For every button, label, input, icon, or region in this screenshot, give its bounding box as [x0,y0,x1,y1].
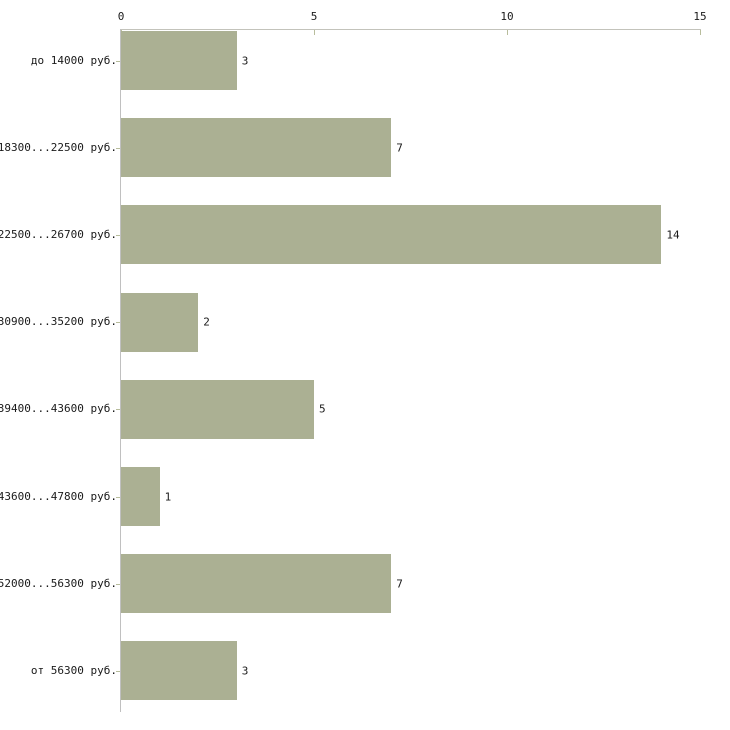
bar [121,379,314,439]
y-axis-category-label: 52000...56300 руб. [0,576,117,590]
y-axis-line [120,29,121,712]
y-axis-tick [116,61,120,62]
bar [121,467,160,526]
x-axis-line [121,29,701,30]
y-axis-tick [116,584,120,585]
bar-value-label: 3 [241,54,249,67]
bar-value-label: 7 [396,141,403,155]
bar-value-label: 5 [319,402,326,416]
x-axis-tick-label: 15 [693,10,707,23]
bar [121,292,199,352]
y-axis-tick [116,148,120,149]
bar [121,118,392,178]
bar [121,554,392,614]
y-axis-category-label: 43600...47800 руб. [0,489,117,503]
x-axis-tick [507,30,508,35]
y-axis-tick [116,322,120,323]
y-axis-category-label: до 14000 руб. [30,53,117,67]
x-axis-tick-label: 5 [310,10,318,23]
y-axis-tick [116,409,120,410]
y-axis-category-label: от 56300 руб. [30,663,117,677]
x-axis-tick-label: 0 [117,10,125,23]
y-axis-category-label: 39400...43600 руб. [0,402,117,416]
bar [121,641,237,701]
x-axis-tick-label: 10 [500,10,514,23]
bar-value-label: 2 [203,315,210,329]
bar-value-label: 3 [241,664,249,678]
bar-value-label: 14 [666,228,680,242]
y-axis-tick [116,497,120,498]
bar-value-label: 7 [396,577,403,591]
y-axis-category-label: 18300...22500 руб. [0,140,117,154]
y-axis-tick [116,235,120,236]
y-axis-tick [116,671,120,672]
y-axis-category-label: 22500...26700 руб. [0,227,117,241]
bar [121,31,237,90]
bar-value-label: 1 [164,490,172,503]
bar [121,205,662,265]
x-axis-tick [314,30,315,35]
y-axis-category-label: 30900...35200 руб. [0,315,117,329]
x-axis-tick [700,30,701,35]
